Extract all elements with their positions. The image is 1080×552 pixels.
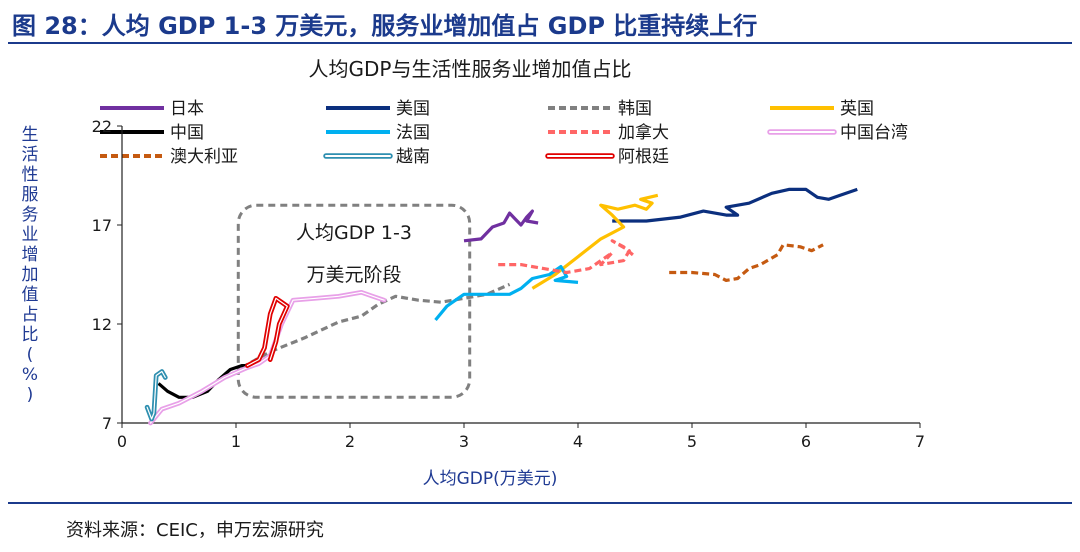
- series-line: [240, 282, 511, 369]
- series-line: [669, 243, 824, 282]
- legend-item: 日本: [100, 99, 204, 119]
- legend-label: 日本: [170, 99, 204, 119]
- legend-item: 韩国: [548, 99, 652, 119]
- legend-label: 法国: [396, 123, 430, 143]
- series-line: [157, 364, 254, 399]
- figure-title: 图 28：人均 GDP 1-3 万美元，服务业增加值占 GDP 比重持续上行: [12, 12, 758, 40]
- series-4: [531, 193, 659, 290]
- series-line: [612, 187, 858, 223]
- legend-label: 中国: [170, 123, 204, 143]
- x-tick-label: 5: [687, 432, 697, 451]
- legend-item: 越南: [323, 147, 430, 167]
- series-11: [245, 295, 290, 368]
- series-9: [669, 243, 824, 282]
- x-tick-label: 0: [117, 432, 127, 451]
- x-tick-label: 3: [459, 432, 469, 451]
- footer-rule: [8, 502, 1072, 504]
- y-tick-label: 22: [92, 117, 112, 136]
- x-tick-label: 7: [915, 432, 925, 451]
- series-line: [463, 209, 539, 243]
- legend-item: 英国: [770, 99, 874, 119]
- stage-annotation: 人均GDP 1-3 万美元阶段: [236, 203, 472, 399]
- series-10: [144, 369, 168, 422]
- series-line: [531, 193, 659, 290]
- legend-label: 澳大利亚: [170, 147, 238, 167]
- series-3: [240, 282, 511, 369]
- y-axis-label: 生活性服务业增加值占比(%): [22, 125, 39, 405]
- series-8: [148, 289, 387, 426]
- annotation-text: 人均GDP 1-3: [296, 222, 412, 244]
- legend-item: 中国: [100, 123, 204, 143]
- y-tick-label: 17: [92, 216, 112, 235]
- x-tick-label: 1: [231, 432, 241, 451]
- legend-item: 法国: [326, 123, 430, 143]
- legend-label: 阿根廷: [618, 147, 669, 167]
- x-tick-label: 6: [801, 432, 811, 451]
- legend-item: 澳大利亚: [100, 147, 238, 167]
- annotation-text: 万美元阶段: [306, 264, 401, 286]
- legend-item: 加拿大: [548, 122, 669, 143]
- series-7: [498, 239, 637, 275]
- plot-series: [144, 187, 858, 426]
- y-tick-label: 7: [102, 414, 112, 433]
- x-axis-label: 人均GDP(万美元): [423, 469, 558, 489]
- source-note: 资料来源：CEIC，申万宏源研究: [66, 520, 324, 541]
- legend-item: 美国: [326, 99, 430, 119]
- series-6: [434, 265, 579, 322]
- legend-label: 越南: [396, 147, 430, 167]
- header-rule: [8, 42, 1072, 44]
- legend-item: 阿根廷: [545, 147, 669, 167]
- series-line-inner: [246, 297, 288, 367]
- x-tick-label: 2: [345, 432, 355, 451]
- y-tick-label: 12: [92, 315, 112, 334]
- x-tick-label: 4: [573, 432, 583, 451]
- series-1: [463, 209, 539, 243]
- legend-item: 中国台湾: [767, 123, 908, 143]
- legend-label: 加拿大: [618, 122, 669, 143]
- legend-label: 美国: [396, 99, 430, 119]
- series-5: [157, 364, 254, 399]
- annotation-box: [236, 203, 472, 399]
- series-line-inner: [149, 291, 385, 424]
- series-line: [498, 239, 637, 275]
- series-2: [612, 187, 858, 223]
- legend-label: 英国: [840, 99, 874, 119]
- series-line-inner: [146, 370, 166, 420]
- series-line: [434, 265, 579, 322]
- legend-label: 韩国: [618, 99, 652, 119]
- y-axis-label-text: 生活性服务业增加值占比(%): [22, 125, 39, 405]
- legend-label: 中国台湾: [840, 123, 908, 143]
- chart-title: 人均GDP与生活性服务业增加值占比: [309, 57, 632, 81]
